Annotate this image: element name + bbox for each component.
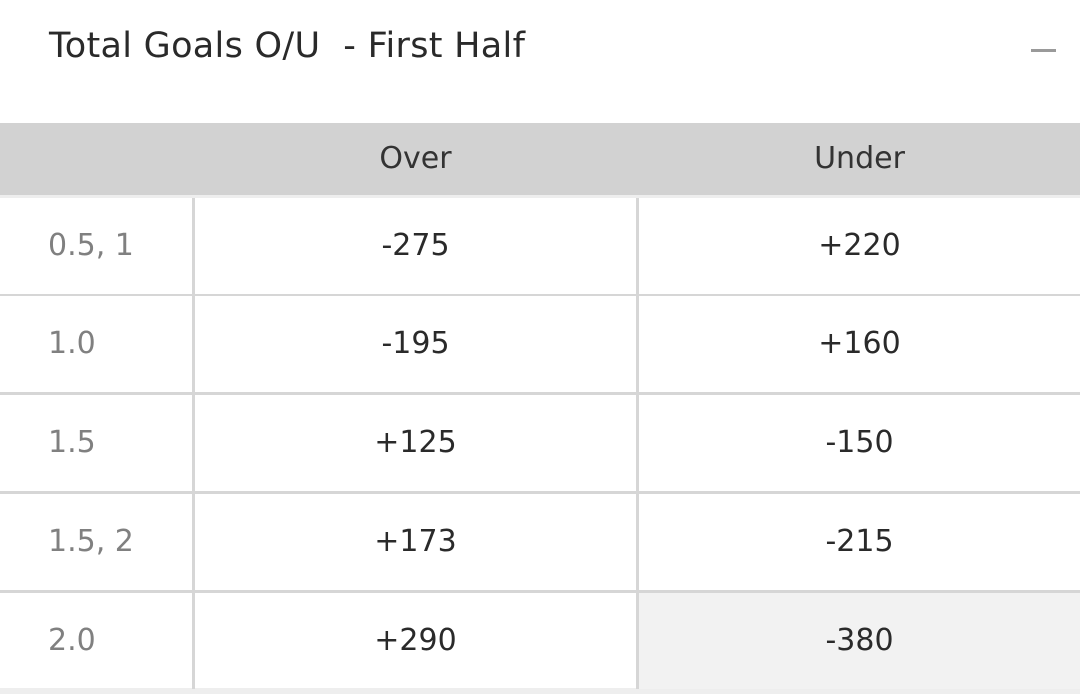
odds-over[interactable]: -195 xyxy=(381,326,450,361)
line-label: 1.0 xyxy=(48,326,96,361)
odds-over[interactable]: +290 xyxy=(374,623,457,658)
column-divider xyxy=(192,296,195,392)
column-divider xyxy=(636,494,639,590)
column-header-over: Over xyxy=(379,141,452,176)
table-header: Over Under xyxy=(0,123,1080,195)
table-row: 1.5, 2 +173 -215 xyxy=(0,494,1080,593)
row-divider xyxy=(0,294,1080,297)
odds-over[interactable]: -275 xyxy=(381,228,450,263)
market-header[interactable]: Total Goals O/U - First Half xyxy=(0,0,1080,123)
row-divider xyxy=(0,392,1080,395)
table-row: 0.5, 1 -275 +220 xyxy=(0,198,1080,297)
line-label: 1.5, 2 xyxy=(48,524,134,559)
column-divider xyxy=(192,593,195,689)
line-label: 2.0 xyxy=(48,623,96,658)
line-label: 0.5, 1 xyxy=(48,228,134,263)
column-header-under: Under xyxy=(814,141,905,176)
odds-over[interactable]: +125 xyxy=(374,425,457,460)
table-row: 2.0 +290 -380 xyxy=(0,593,1080,689)
column-divider xyxy=(636,395,639,491)
odds-under[interactable]: -380 xyxy=(639,593,1080,689)
table-row: 1.5 +125 -150 xyxy=(0,395,1080,494)
line-label: 1.5 xyxy=(48,425,96,460)
market-title: Total Goals O/U - First Half xyxy=(49,26,526,66)
odds-under[interactable]: -150 xyxy=(825,425,894,460)
table-row: 1.0 -195 +160 xyxy=(0,296,1080,395)
minus-icon[interactable] xyxy=(1031,49,1056,52)
odds-over[interactable]: +173 xyxy=(374,524,457,559)
odds-under[interactable]: +160 xyxy=(818,326,901,361)
row-divider xyxy=(0,491,1080,494)
odds-under[interactable]: -215 xyxy=(825,524,894,559)
column-divider xyxy=(192,198,195,294)
row-divider xyxy=(0,590,1080,593)
column-divider xyxy=(636,198,639,294)
column-divider xyxy=(192,395,195,491)
odds-under[interactable]: +220 xyxy=(818,228,901,263)
column-divider xyxy=(192,494,195,590)
column-divider xyxy=(636,296,639,392)
column-divider xyxy=(636,593,639,689)
